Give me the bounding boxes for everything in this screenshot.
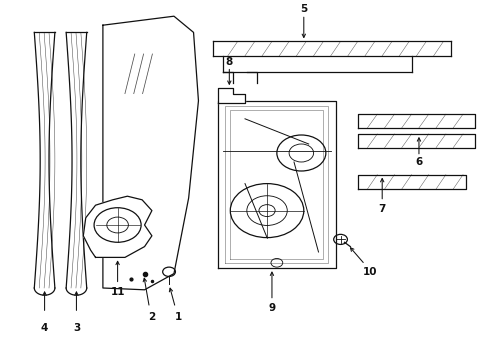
Polygon shape [34,32,55,288]
Text: 8: 8 [226,57,233,67]
Polygon shape [358,134,475,148]
Text: 2: 2 [148,312,155,322]
Text: 1: 1 [175,312,182,322]
Text: 3: 3 [73,323,80,333]
Text: 7: 7 [378,204,386,214]
Polygon shape [83,196,152,257]
Polygon shape [66,32,87,288]
Polygon shape [358,114,475,128]
Text: 10: 10 [363,267,377,277]
Text: 4: 4 [41,323,49,333]
Text: 9: 9 [269,303,275,313]
Text: 11: 11 [110,287,125,297]
Polygon shape [218,88,245,103]
Polygon shape [103,16,198,290]
Text: 5: 5 [300,4,307,14]
Polygon shape [218,101,336,268]
Text: 6: 6 [416,157,422,167]
Polygon shape [358,175,466,189]
